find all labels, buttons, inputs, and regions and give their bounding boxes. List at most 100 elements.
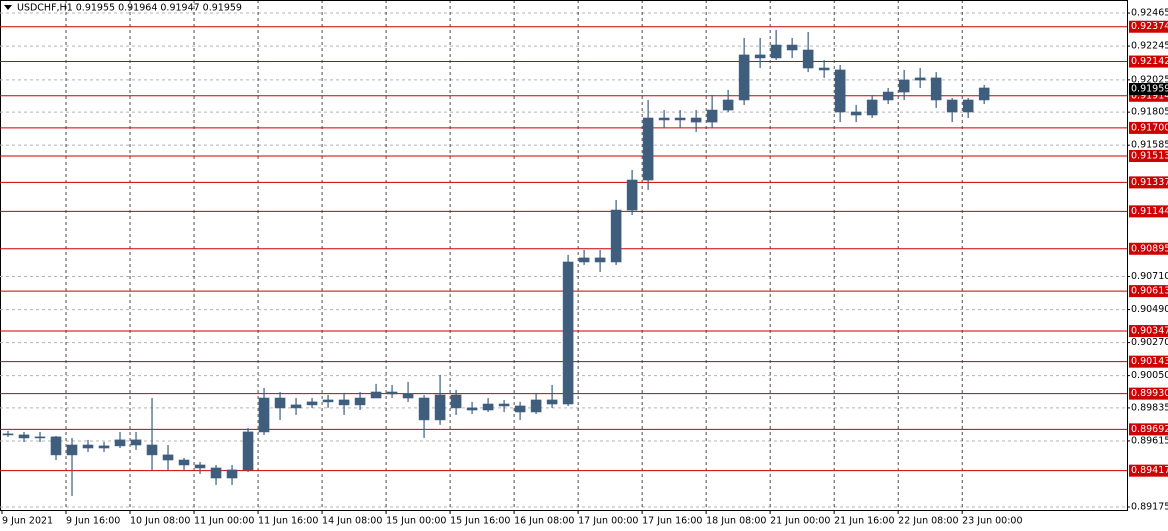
candle-body <box>546 399 558 405</box>
x-tick-label: 21 Jun 16:00 <box>834 516 894 527</box>
chart-title: USDCHF,H1 0.91955 0.91964 0.91947 0.9195… <box>17 3 242 14</box>
y-tick-label: 0.90490 <box>1131 304 1168 315</box>
candle-body <box>322 399 334 403</box>
candle-body <box>594 257 606 263</box>
level-label: 0.91700 <box>1131 122 1168 133</box>
candle-body <box>274 397 286 409</box>
candle-body <box>866 99 878 116</box>
x-tick-label: 15 Jun 16:00 <box>450 516 510 527</box>
candle-body <box>98 445 110 449</box>
level-label: 0.90895 <box>1131 243 1168 254</box>
x-tick-label: 10 Jun 08:00 <box>130 516 190 527</box>
candle-body <box>898 79 910 93</box>
y-tick-label: 0.90710 <box>1131 271 1168 282</box>
candle-body <box>578 257 590 263</box>
last-price-label: 0.91959 <box>1131 84 1168 95</box>
candle-body <box>18 434 30 439</box>
candle-body <box>690 117 702 123</box>
candle-body <box>770 44 782 59</box>
candle-body <box>626 179 638 211</box>
level-label-box <box>1129 55 1168 68</box>
candle-body <box>2 433 14 436</box>
candle-body <box>530 399 542 413</box>
level-label-box <box>1129 205 1168 218</box>
candle-body <box>978 87 990 101</box>
x-tick-label: 21 Jun 00:00 <box>770 516 830 527</box>
candle-body <box>610 209 622 263</box>
candle-body <box>674 117 686 121</box>
candle-body <box>498 403 510 407</box>
candle-body <box>50 436 62 456</box>
candle-body <box>850 111 862 116</box>
candle-body <box>818 67 830 71</box>
x-tick-label: 9 Jun 2021 <box>2 516 53 527</box>
candle-body <box>66 444 78 456</box>
level-label: 0.91144 <box>1131 206 1168 217</box>
candle-body <box>354 397 366 406</box>
candle-body <box>402 393 414 399</box>
level-label-box <box>1129 121 1168 134</box>
x-tick-label: 11 Jun 16:00 <box>258 516 318 527</box>
level-label-box <box>1129 149 1168 162</box>
x-tick-label: 15 Jun 00:00 <box>386 516 446 527</box>
y-tick-label: 0.91805 <box>1131 107 1168 118</box>
level-label: 0.90347 <box>1131 326 1168 337</box>
labels: 0.92465 0.92245 0.92025 0.91805 0.91585 0.907… <box>2 8 1168 527</box>
candle-body <box>146 444 158 456</box>
candle-body <box>114 439 126 447</box>
level-label-box <box>1129 355 1168 368</box>
x-tick-label: 11 Jun 00:00 <box>194 516 254 527</box>
candle-body <box>738 54 750 101</box>
candle-body <box>786 44 798 51</box>
x-tick-label: 17 Jun 16:00 <box>642 516 702 527</box>
candle-body <box>434 394 446 421</box>
candle-body <box>82 444 94 449</box>
x-tick-label: 23 Jun 00:00 <box>962 516 1022 527</box>
y-tick-label: 0.92025 <box>1131 74 1168 85</box>
candle-body <box>930 77 942 101</box>
x-tick-label: 9 Jun 16:00 <box>66 516 120 527</box>
level-label: 0.89930 <box>1131 388 1168 399</box>
candle-body <box>834 69 846 113</box>
level-label-box <box>1129 325 1168 338</box>
candle-body <box>482 403 494 411</box>
menu-arrow[interactable] <box>4 5 12 10</box>
candle-body <box>754 54 766 59</box>
level-label-box <box>1129 242 1168 255</box>
candle-body <box>946 99 958 113</box>
level-label: 0.89692 <box>1131 424 1168 435</box>
level-label-box <box>1129 20 1168 33</box>
candle-body <box>386 391 398 395</box>
y-tick-label: 0.92465 <box>1131 8 1168 19</box>
level-label: 0.92374 <box>1131 21 1168 32</box>
candle-body <box>210 467 222 479</box>
plot-frame <box>0 0 1128 511</box>
candle-body <box>162 454 174 461</box>
candle-body <box>178 459 190 466</box>
candle-body <box>642 117 654 181</box>
candle-body <box>466 407 478 411</box>
candle-body <box>242 431 254 471</box>
candle-body <box>258 397 270 433</box>
grid <box>0 0 1130 514</box>
level-label-box <box>1129 176 1168 189</box>
y-tick-label: 0.89835 <box>1131 402 1168 413</box>
candle-body <box>802 49 814 69</box>
level-label: 0.91513 <box>1131 150 1168 161</box>
level-label-box <box>1129 285 1168 298</box>
y-tick-label: 0.89175 <box>1131 501 1168 512</box>
x-tick-label: 14 Jun 08:00 <box>322 516 382 527</box>
candle-body <box>306 401 318 406</box>
y-tick-label: 0.90050 <box>1131 370 1168 381</box>
candle-body <box>418 397 430 421</box>
candle-body <box>658 117 670 121</box>
level-label: 0.90143 <box>1131 356 1168 367</box>
x-tick-label: 22 Jun 08:00 <box>898 516 958 527</box>
y-tick-label: 0.92245 <box>1131 41 1168 52</box>
level-label: 0.91337 <box>1131 177 1168 188</box>
candle-body <box>34 436 46 439</box>
last-price-box <box>1129 83 1168 96</box>
candle-body <box>562 261 574 405</box>
level-label: 0.91914 <box>1131 90 1168 101</box>
